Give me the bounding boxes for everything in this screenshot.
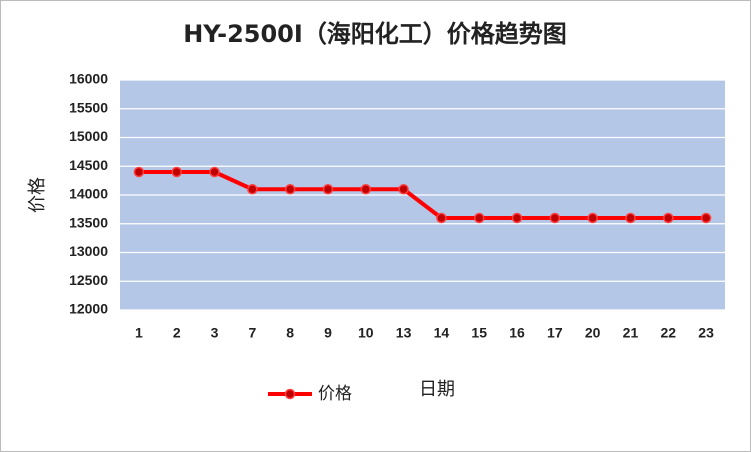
y-tick-label: 16000 [69,71,108,87]
data-point [436,212,447,224]
data-point [663,212,674,224]
y-tick-label: 14000 [69,186,108,202]
x-tick-label: 22 [660,325,676,341]
data-point [247,184,258,195]
data-point [133,166,145,178]
y-tick-label: 12000 [69,301,108,317]
data-point [209,166,220,178]
x-tick-label: 23 [698,325,714,341]
y-tick-label: 14500 [69,157,108,173]
data-point [398,184,409,195]
x-tick-label: 8 [286,325,294,341]
x-tick-label: 2 [173,325,181,341]
x-tick-label: 9 [324,325,332,341]
y-tick-label: 13000 [69,243,108,259]
x-tick-label: 20 [585,325,601,341]
legend-marker [284,388,296,400]
data-point [360,184,372,195]
x-tick-label: 16 [509,325,525,341]
series-line [138,170,707,220]
x-tick-label: 10 [358,325,374,341]
y-tick-label: 13500 [69,214,108,230]
data-point [549,212,561,224]
data-point [284,184,296,195]
x-tick-label: 14 [434,325,450,341]
x-axis-label: 日期 [419,379,455,400]
y-tick-label: 12500 [69,272,108,288]
x-tick-label: 3 [211,325,219,341]
data-point [511,212,523,224]
x-tick-label: 1 [135,325,143,341]
x-tick-label: 7 [248,325,256,341]
data-point [473,212,485,224]
data-point [171,166,182,178]
x-tick-label: 17 [547,325,563,341]
data-point [700,212,712,224]
y-tick-label: 15000 [69,128,108,144]
x-tick-label: 21 [623,325,639,341]
y-tick-label: 15500 [69,99,108,115]
legend-label: 价格 [318,384,352,404]
x-tick-label: 15 [471,325,487,341]
data-point [587,212,598,224]
data-point [322,184,334,195]
data-point [625,212,636,224]
chart-title: HY-2500I（海阳化工）价格趋势图 [183,20,567,48]
x-tick-label: 13 [396,325,412,341]
y-axis-label: 价格 [27,177,48,213]
